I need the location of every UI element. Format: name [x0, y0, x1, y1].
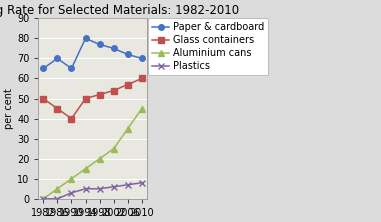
Paper & cardboard [111, 47, 116, 50]
Title: Recycling Rate for Selected Materials: 1982-2010: Recycling Rate for Selected Materials: 1… [0, 4, 239, 17]
Plastics [139, 181, 144, 184]
Aluminium cans [139, 107, 144, 110]
Paper & cardboard [69, 67, 74, 70]
Plastics [55, 198, 60, 200]
Line: Paper & cardboard: Paper & cardboard [40, 36, 145, 71]
Glass containers [69, 117, 74, 120]
Glass containers [55, 107, 60, 110]
Plastics [83, 187, 88, 190]
Line: Aluminium cans: Aluminium cans [40, 106, 145, 202]
Paper & cardboard [55, 57, 60, 60]
Plastics [125, 183, 130, 186]
Glass containers [41, 97, 46, 100]
Aluminium cans [69, 177, 74, 180]
Paper & cardboard [83, 37, 88, 40]
Line: Plastics: Plastics [40, 180, 145, 202]
Legend: Paper & cardboard, Glass containers, Aluminium cans, Plastics: Paper & cardboard, Glass containers, Alu… [148, 18, 268, 75]
Line: Glass containers: Glass containers [40, 76, 145, 121]
Aluminium cans [83, 167, 88, 170]
Aluminium cans [41, 198, 46, 200]
Aluminium cans [125, 127, 130, 130]
Paper & cardboard [125, 53, 130, 56]
Paper & cardboard [97, 43, 102, 46]
Glass containers [111, 89, 116, 92]
Plastics [97, 187, 102, 190]
Plastics [69, 191, 74, 194]
Glass containers [97, 93, 102, 96]
Paper & cardboard [41, 67, 46, 70]
Y-axis label: per cent: per cent [4, 88, 14, 129]
Aluminium cans [55, 187, 60, 190]
Aluminium cans [111, 147, 116, 150]
Plastics [41, 198, 46, 200]
Plastics [111, 185, 116, 188]
Aluminium cans [97, 157, 102, 160]
Glass containers [125, 83, 130, 86]
Glass containers [139, 77, 144, 80]
Glass containers [83, 97, 88, 100]
Paper & cardboard [139, 57, 144, 60]
